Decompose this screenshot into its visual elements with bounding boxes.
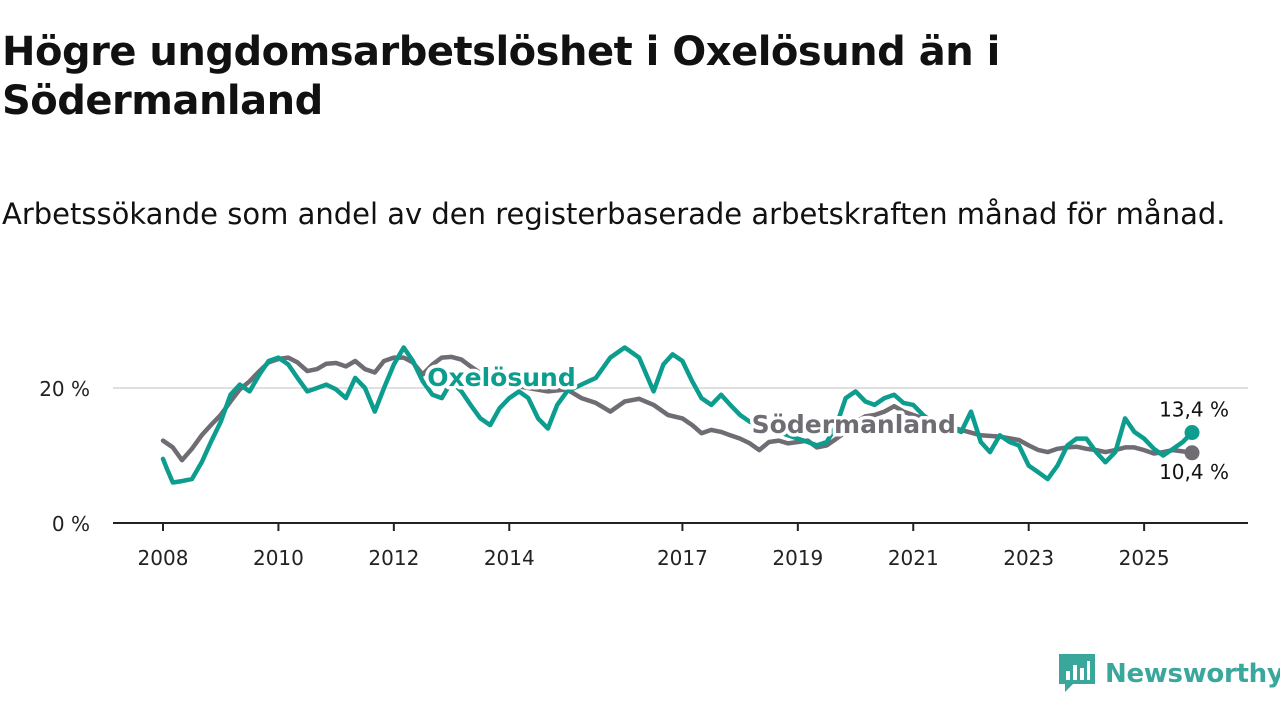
series-label-södermanland: Södermanland — [752, 410, 956, 439]
x-tick-label: 2017 — [657, 546, 708, 570]
y-tick-label: 0 % — [52, 512, 90, 536]
end-value-label: 10,4 % — [1159, 460, 1229, 484]
series-label-halo: Oxelösund — [427, 363, 575, 392]
series-line-oxelösund — [160, 345, 1195, 485]
series-end-dot-oxelösund — [1184, 425, 1200, 441]
x-tick-label: 2014 — [484, 546, 535, 570]
y-tick-label: 20 % — [39, 377, 90, 401]
chart-subtitle: Arbetssökande som andel av den registerb… — [2, 197, 1226, 231]
x-tick-label: 2023 — [1003, 546, 1054, 570]
x-tick-label: 2008 — [138, 546, 189, 570]
bar-chart-logo-icon — [1059, 654, 1095, 692]
x-tick-label: 2021 — [888, 546, 939, 570]
brand-logo[interactable]: Newsworthy — [1059, 654, 1280, 694]
series-line-södermanland — [160, 354, 1195, 463]
end-value-label: 13,4 % — [1159, 398, 1229, 422]
x-tick-label: 2019 — [772, 546, 823, 570]
x-tick-label: 2010 — [253, 546, 304, 570]
series-label-oxelösund: Oxelösund — [427, 363, 575, 392]
x-tick-label: 2012 — [368, 546, 419, 570]
chart-title: Högre ungdomsarbetslöshet i Oxelösund än… — [2, 29, 1000, 124]
axis-layer: 0 % 20 % 2008 2010 2012 2014 2017 2019 2021 2023 2… — [39, 377, 1248, 570]
series-layer — [160, 345, 1200, 485]
series-label-halo: Södermanland — [752, 410, 956, 439]
brand-name: Newsworthy — [1105, 659, 1280, 689]
label-layer: 13,4 %10,4 %OxelösundOxelösundSödermanla… — [424, 359, 1229, 484]
x-tick-label: 2025 — [1119, 546, 1170, 570]
series-end-dot-södermanland — [1184, 445, 1200, 461]
